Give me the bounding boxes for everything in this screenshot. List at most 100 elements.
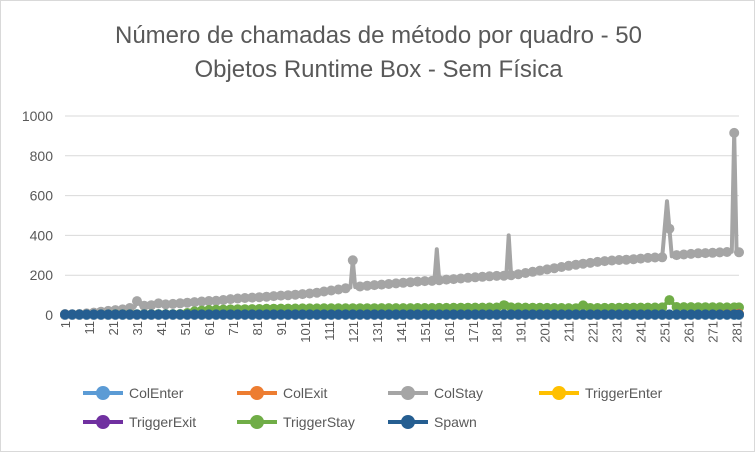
- data-point-colstay: [391, 278, 401, 289]
- y-tick-label: 1000: [22, 108, 53, 124]
- data-point-colstay: [247, 292, 258, 303]
- data-point-spawn: [671, 309, 682, 320]
- data-point-triggerstay: [650, 302, 660, 313]
- legend-item-colenter: ColEnter: [83, 382, 183, 404]
- data-point-spawn: [203, 309, 214, 320]
- data-point-colstay: [484, 271, 495, 282]
- legend-label: TriggerEnter: [585, 385, 663, 401]
- legend-item-triggerenter: TriggerEnter: [539, 382, 662, 404]
- data-point-spawn: [311, 309, 322, 320]
- legend-swatch: [539, 383, 579, 403]
- data-point-colstay: [283, 290, 294, 301]
- data-point-colstay: [491, 270, 502, 281]
- data-point-spawn: [463, 309, 473, 320]
- data-point-spawn: [448, 309, 459, 320]
- data-point-spawn: [686, 309, 696, 320]
- data-point-spawn: [247, 309, 258, 320]
- data-point-spawn: [319, 309, 329, 320]
- data-point-spawn: [391, 309, 401, 320]
- data-point-colstay: [441, 274, 452, 285]
- data-point-colstay: [369, 280, 380, 291]
- data-point-spawn: [578, 309, 589, 320]
- data-point-spawn: [261, 309, 272, 320]
- data-point-spawn: [211, 309, 222, 320]
- data-point-colstay: [167, 298, 178, 309]
- x-tick-label: 111: [322, 321, 337, 341]
- x-tick-label: 141: [394, 321, 409, 343]
- data-point-spawn: [160, 309, 171, 320]
- data-point-spawn: [275, 309, 286, 320]
- data-point-spawn: [441, 309, 452, 320]
- data-point-spawn: [355, 309, 365, 320]
- x-tick-label: 181: [490, 321, 505, 343]
- data-point-spawn: [81, 309, 92, 320]
- data-point-colstay: [722, 247, 732, 257]
- data-point-colstay: [398, 277, 409, 288]
- x-tick-label: 121: [346, 321, 361, 343]
- data-point-spawn: [563, 309, 574, 320]
- chart-title: Número de chamadas de método por quadro …: [1, 19, 755, 87]
- data-point-spawn: [268, 309, 279, 320]
- data-point-colstay: [498, 270, 509, 281]
- data-point-spawn: [124, 309, 135, 320]
- data-point-spawn: [290, 309, 301, 320]
- data-point-spawn: [570, 309, 581, 320]
- legend-swatch: [388, 412, 428, 432]
- data-point-spawn: [283, 309, 294, 320]
- data-point-spawn: [117, 309, 128, 320]
- data-point-spawn: [383, 309, 394, 320]
- data-point-spawn: [340, 309, 351, 320]
- data-point-colstay: [376, 279, 387, 290]
- data-point-spawn: [175, 309, 186, 320]
- data-point-colstay: [383, 279, 394, 289]
- legend-swatch: [237, 383, 277, 403]
- data-point-spawn: [153, 309, 164, 320]
- data-point-spawn: [592, 309, 603, 320]
- data-point-spawn: [110, 309, 121, 320]
- data-point-spawn: [427, 309, 437, 320]
- legend-marker: [250, 415, 264, 429]
- x-tick-label: 31: [130, 321, 145, 335]
- data-point-colstay: [261, 291, 272, 302]
- data-point-colstay: [175, 298, 186, 309]
- data-point-spawn: [642, 309, 653, 320]
- data-point-colstay: [714, 247, 725, 258]
- data-point-colstay: [678, 249, 689, 260]
- legend-marker: [96, 415, 110, 429]
- data-point-triggerstay: [693, 302, 704, 313]
- data-point-triggerstay: [707, 302, 718, 313]
- chart-title-line-2: Objetos Runtime Box - Sem Física: [194, 56, 563, 83]
- data-point-spawn: [254, 309, 265, 320]
- data-point-spawn: [498, 309, 509, 320]
- data-point-spawn: [527, 309, 538, 320]
- data-point-spawn: [103, 309, 114, 320]
- data-point-spawn: [650, 309, 660, 320]
- data-point-spawn: [405, 309, 416, 320]
- data-point-colstay: [196, 296, 207, 307]
- data-point-colstay: [297, 289, 308, 300]
- data-point-spawn: [621, 309, 632, 320]
- data-point-triggerstay: [678, 302, 689, 313]
- data-point-spawn: [167, 309, 178, 320]
- data-point-spawn: [398, 309, 409, 320]
- data-point-colstay: [693, 248, 704, 259]
- data-point-spawn: [614, 309, 625, 320]
- data-point-spawn: [304, 309, 315, 320]
- y-tick-label: 600: [30, 188, 54, 204]
- data-point-colstay: [729, 127, 740, 138]
- legend-item-triggerexit: TriggerExit: [83, 411, 196, 433]
- data-point-spawn: [218, 309, 229, 320]
- x-tick-label: 211: [562, 321, 577, 342]
- data-point-triggerstay: [686, 302, 696, 313]
- data-point-colstay: [225, 294, 236, 305]
- data-point-colstay: [599, 256, 610, 267]
- data-point-colstay: [189, 297, 200, 308]
- data-point-colstay: [232, 293, 243, 304]
- data-point-spawn: [556, 309, 567, 320]
- data-point-colstay: [203, 296, 214, 306]
- data-point-colstay: [448, 274, 459, 285]
- x-tick-label: 251: [658, 321, 673, 343]
- data-point-colstay: [614, 255, 625, 265]
- data-point-spawn: [139, 309, 150, 320]
